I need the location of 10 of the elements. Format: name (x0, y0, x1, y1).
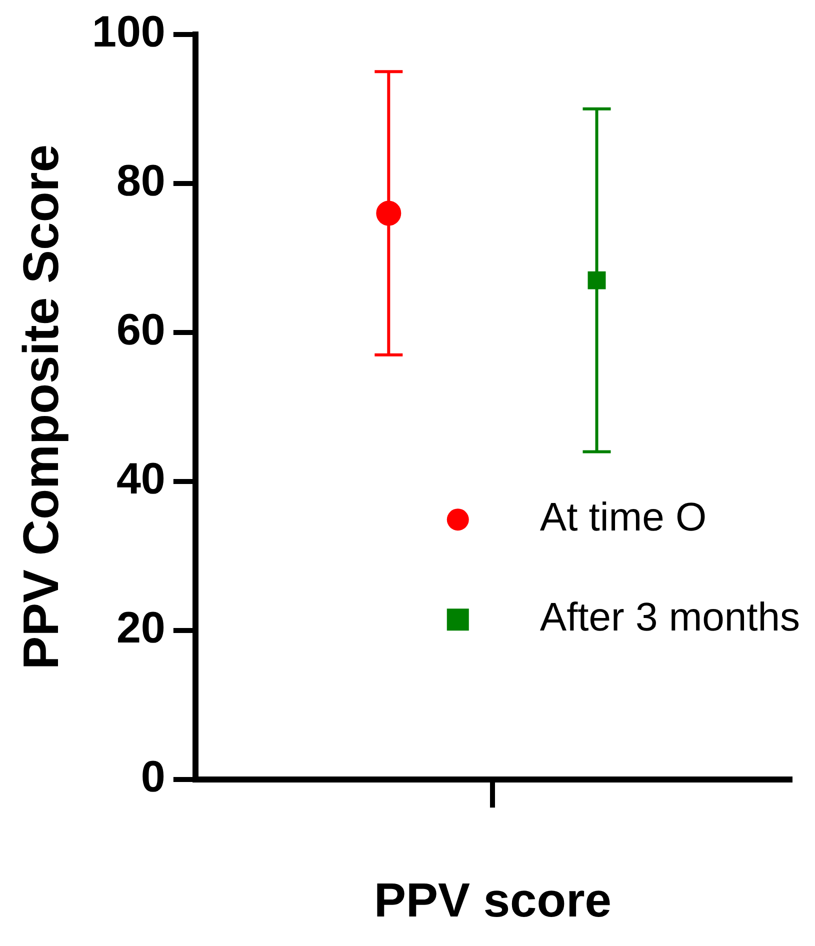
legend-label: At time O (540, 496, 707, 540)
y-axis-title: PPV Composite Score (12, 144, 69, 670)
y-tick-label: 100 (92, 8, 166, 57)
legend-label: After 3 months (540, 596, 800, 640)
y-tick-label: 40 (116, 454, 166, 504)
x-axis-title: PPV score (374, 874, 612, 928)
y-tick-label: 0 (140, 752, 166, 802)
y-tick-label: 60 (116, 306, 166, 355)
y-tick-label: 80 (116, 156, 166, 206)
y-tick-label: 20 (116, 604, 166, 653)
